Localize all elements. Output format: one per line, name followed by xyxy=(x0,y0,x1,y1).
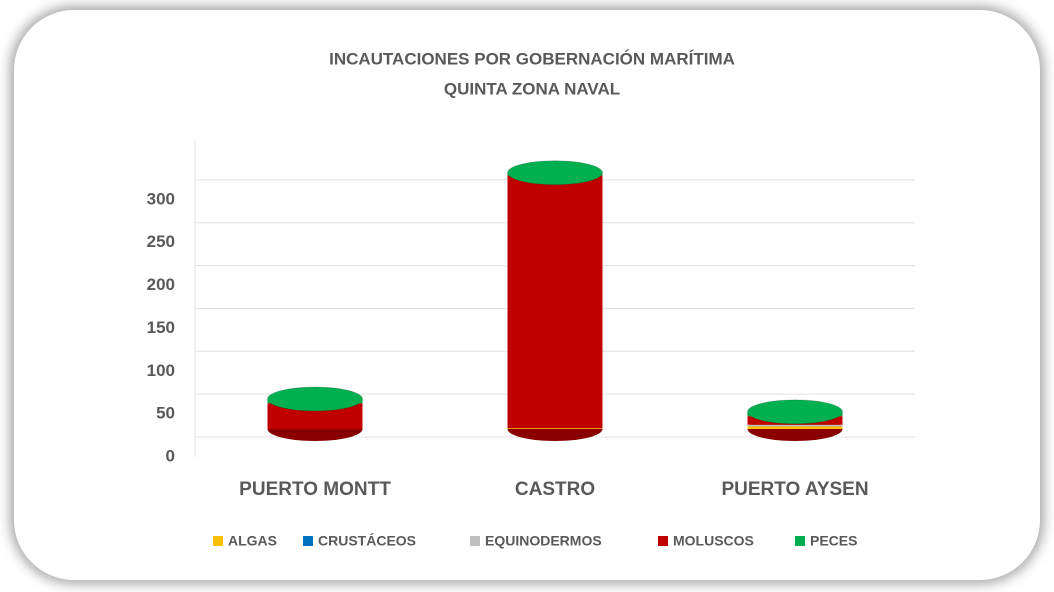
legend-swatch xyxy=(658,536,668,546)
legend-swatch xyxy=(213,536,223,546)
y-tick-label: 300 xyxy=(147,189,175,208)
y-tick-label: 200 xyxy=(147,275,175,294)
legend-label: PECES xyxy=(810,533,857,549)
bar-segment xyxy=(507,175,603,429)
x-tick-label: PUERTO MONTT xyxy=(239,479,391,500)
bar-segment xyxy=(507,428,603,429)
legend-label: EQUINODERMOS xyxy=(485,533,602,549)
legend-label: MOLUSCOS xyxy=(673,533,754,549)
cylinder-top xyxy=(507,160,603,186)
legend-label: CRUSTÁCEOS xyxy=(318,533,416,549)
bar-segment xyxy=(747,424,843,427)
y-tick-label: 0 xyxy=(166,446,175,465)
cylinder-top xyxy=(267,386,363,412)
x-tick-label: PUERTO AYSEN xyxy=(721,479,868,500)
chart-subtitle: QUINTA ZONA NAVAL xyxy=(444,79,620,98)
legend-label: ALGAS xyxy=(228,533,277,549)
y-tick-label: 100 xyxy=(147,361,175,380)
x-tick-label: CASTRO xyxy=(515,479,595,500)
y-tick-label: 150 xyxy=(147,318,175,337)
chart-title: INCAUTACIONES POR GOBERNACIÓN MARÍTIMA xyxy=(329,49,735,68)
bar-segment xyxy=(747,426,843,429)
legend-swatch xyxy=(470,536,480,546)
y-tick-label: 250 xyxy=(147,232,175,251)
y-tick-label: 50 xyxy=(156,404,175,423)
legend-swatch xyxy=(303,536,313,546)
legend-swatch xyxy=(795,536,805,546)
cylinder-top xyxy=(747,399,843,425)
